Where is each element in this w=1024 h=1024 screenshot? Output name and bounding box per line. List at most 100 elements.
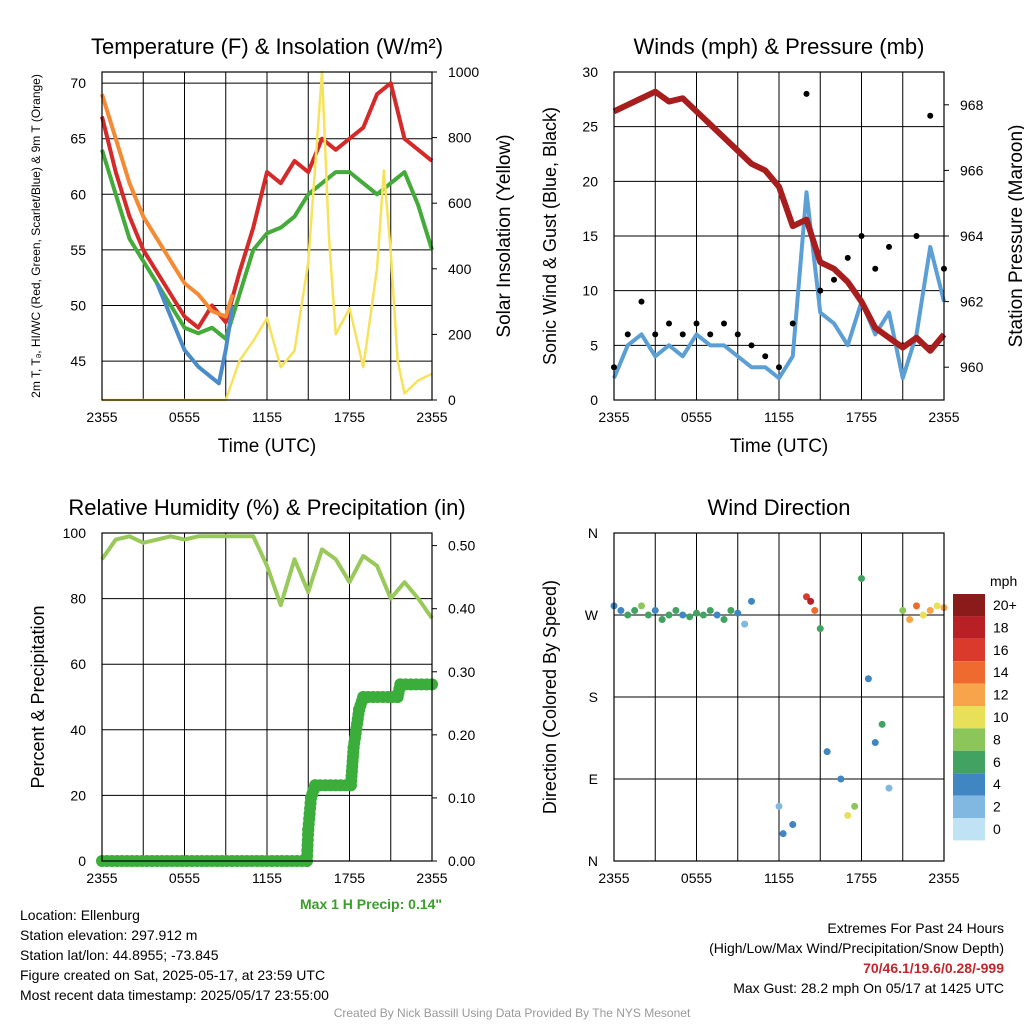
colorbar-title: mph	[990, 573, 1017, 589]
colorbar-swatch	[953, 683, 985, 706]
series-wc	[155, 282, 235, 386]
data-point	[927, 112, 934, 119]
colorbar-label: 10	[993, 709, 1009, 725]
y-tick-label: 20	[582, 173, 598, 189]
data-point	[885, 784, 893, 792]
y-right-axis-label: Solar Insolation (Yellow)	[494, 134, 515, 337]
x-tick-label: 2355	[416, 870, 447, 886]
data-point	[734, 331, 741, 338]
data-point	[858, 575, 865, 583]
data-point	[811, 606, 819, 614]
x-tick-label: 0555	[169, 870, 200, 886]
x-tick-label: 1755	[334, 409, 365, 425]
y-tick-label: N	[588, 853, 598, 869]
x-tick-label: 2355	[598, 409, 629, 425]
data-point	[871, 739, 879, 747]
colorbar-label: 12	[993, 687, 1009, 703]
data-point	[886, 243, 892, 250]
data-point	[831, 276, 837, 283]
colorbar-swatch	[953, 706, 985, 729]
y-tick-label: 15	[582, 228, 598, 244]
y-right-tick-label: 964	[960, 228, 984, 244]
latlon-text: Station lat/lon: 44.8955; -73.845	[20, 947, 219, 963]
y-right-tick-label: 0.20	[448, 727, 475, 743]
data-point	[789, 320, 796, 327]
data-point	[823, 748, 831, 756]
data-point	[844, 254, 851, 261]
y-tick-label: 100	[63, 525, 87, 541]
y-right-tick-label: 400	[448, 261, 472, 277]
x-tick-label: 0555	[169, 409, 200, 425]
colorbar-label: 14	[993, 664, 1009, 680]
data-point	[899, 606, 907, 614]
y-tick-label: 20	[70, 787, 86, 803]
y-right-tick-label: 0.10	[448, 790, 475, 806]
series-insolation	[102, 70, 433, 402]
data-point	[644, 611, 652, 619]
data-point	[638, 298, 645, 305]
data-point	[913, 233, 920, 239]
max-precip-note: Max 1 H Precip: 0.14"	[300, 896, 443, 912]
series-pressure	[612, 88, 947, 354]
data-point	[624, 331, 631, 338]
x-tick-label: 2355	[86, 409, 117, 425]
colorbar: mph 20+ 18 16 14 12 10 8 6 4 2 0	[953, 573, 1017, 841]
y-tick-label: 30	[582, 64, 598, 80]
plot-frame	[101, 532, 433, 862]
colorbar-label: 2	[993, 799, 1001, 815]
location-text: Location: Ellenburg	[20, 907, 140, 923]
y-tick-label: 60	[70, 186, 86, 202]
chart-panel-1: Temperature (F) & Insolation (W/m²)2355 0…	[29, 34, 515, 457]
data-point	[858, 233, 865, 239]
colorbar-label: 20+	[993, 597, 1017, 613]
y-right-tick-label: 962	[960, 294, 984, 310]
data-point	[686, 613, 694, 621]
y-right-tick-label: 1000	[448, 64, 479, 80]
x-tick-label: 1755	[334, 870, 365, 886]
data-point	[706, 606, 714, 614]
y-right-tick-label: 0.30	[448, 664, 475, 680]
data-point	[727, 606, 735, 614]
x-tick-label: 1155	[252, 870, 282, 886]
colorbar-swatch	[953, 616, 985, 639]
y-right-tick-label: 0.00	[448, 853, 475, 869]
colorbar-swatch	[953, 594, 985, 617]
x-tick-label: 0555	[681, 870, 712, 886]
y-right-tick-label: 600	[448, 195, 472, 211]
series-2m-t	[100, 81, 434, 330]
y-tick-label: N	[588, 525, 598, 541]
data-point	[913, 602, 920, 610]
y-tick-label: E	[589, 771, 598, 787]
x-tick-label: 2355	[416, 409, 447, 425]
y-tick-label: 25	[582, 119, 598, 135]
data-point	[638, 602, 645, 610]
plot-frame	[101, 71, 433, 401]
x-tick-label: 1755	[846, 870, 877, 886]
data-point	[864, 675, 872, 683]
data-point	[807, 597, 815, 605]
x-tick-label: 1755	[846, 409, 877, 425]
y-tick-label: S	[589, 689, 598, 705]
plot-frame	[613, 532, 945, 862]
data-point	[679, 611, 687, 619]
colorbar-label: 16	[993, 642, 1009, 658]
extremes-info: Extremes For Past 24 Hours (High/Low/Max…	[709, 918, 1004, 998]
data-point	[693, 320, 700, 327]
y-tick-label: 40	[70, 722, 86, 738]
x-tick-label: 0555	[681, 409, 712, 425]
data-point	[721, 320, 727, 327]
elevation-text: Station elevation: 297.912 m	[20, 927, 198, 943]
station-info: Location: Ellenburg Station elevation: 2…	[20, 905, 329, 1005]
data-point	[631, 606, 639, 614]
y-tick-label: W	[585, 607, 599, 623]
data-point	[926, 606, 934, 614]
chart-title: Winds (mph) & Pressure (mb)	[634, 34, 925, 59]
colorbar-swatch	[953, 638, 985, 662]
y-tick-label: 55	[70, 242, 86, 258]
data-point	[734, 609, 742, 617]
extremes-subtitle: (High/Low/Max Wind/Precipitation/Snow De…	[709, 940, 1004, 956]
y-right-tick-label: 0.40	[448, 601, 475, 617]
y-right-tick-label: 200	[448, 326, 472, 342]
chart-title: Relative Humidity (%) & Precipitation (i…	[68, 495, 465, 520]
